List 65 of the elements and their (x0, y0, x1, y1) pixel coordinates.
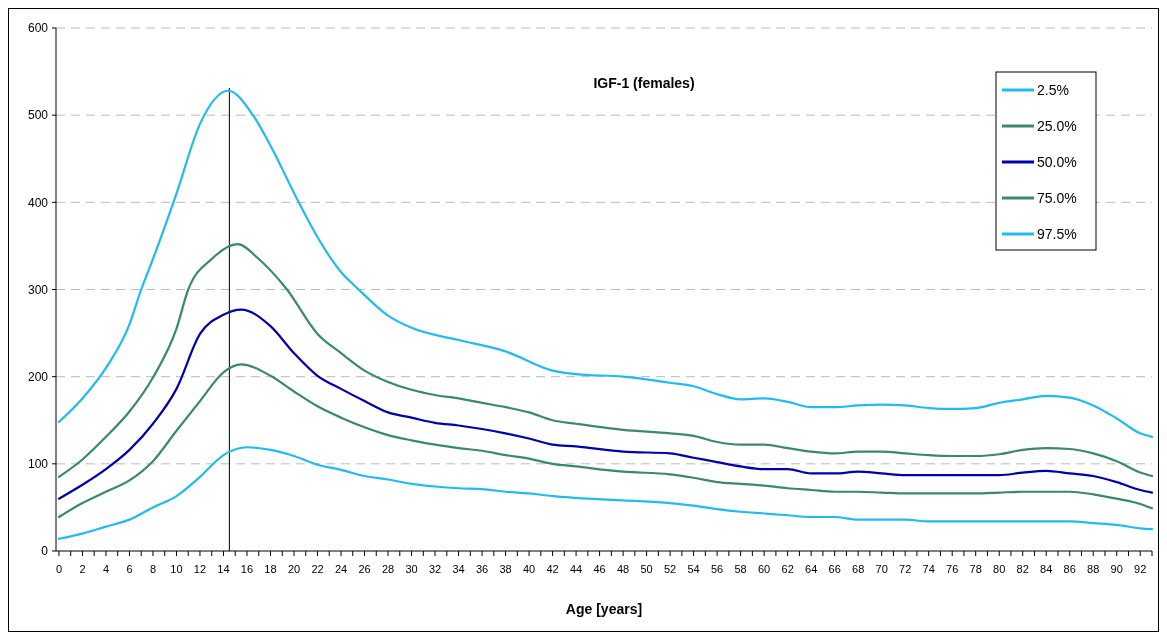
x-tick-label: 80 (993, 563, 1006, 575)
y-tick-label: 0 (41, 544, 49, 559)
x-tick-label: 86 (1063, 563, 1076, 575)
x-tick-label: 48 (616, 563, 630, 575)
x-tick-label: 88 (1087, 563, 1100, 575)
x-tick-label: 30 (405, 563, 418, 575)
x-tick-label: 68 (852, 563, 865, 575)
x-tick-label: 0 (55, 563, 62, 575)
line-series (57, 308, 1154, 500)
x-tick-label: 52 (663, 563, 677, 575)
x-tick-label: 66 (828, 563, 841, 575)
legend-label: 50.0% (1037, 153, 1077, 170)
line-series (57, 243, 1154, 479)
x-tick-label: 6 (126, 563, 133, 575)
x-tick-label: 44 (569, 563, 583, 575)
x-tick-label: 58 (734, 563, 747, 575)
x-tick-label: 92 (1134, 563, 1147, 575)
x-axis-title: Age [years] (565, 601, 643, 617)
x-tick-label: 64 (805, 563, 818, 575)
x-tick-label: 10 (170, 563, 183, 575)
x-tick-label: 82 (1016, 563, 1029, 575)
legend-label: 97.5% (1037, 225, 1077, 242)
x-tick-label: 74 (922, 563, 935, 575)
x-tick-label: 22 (311, 563, 324, 575)
x-tick-label: 20 (287, 563, 301, 575)
x-tick-label: 54 (687, 563, 700, 575)
x-tick-label: 56 (711, 563, 724, 575)
x-tick-label: 90 (1110, 563, 1123, 575)
x-tick-label: 38 (499, 563, 512, 575)
x-tick-label: 42 (546, 563, 559, 575)
line-series (57, 446, 1154, 540)
x-tick-label: 12 (193, 563, 207, 575)
x-tick-label: 26 (358, 563, 371, 575)
line-series (57, 363, 1154, 519)
y-tick-label: 100 (27, 457, 49, 472)
legend-label: 75.0% (1037, 189, 1077, 206)
x-tick-label: 60 (758, 563, 771, 575)
legend-label: 2.5% (1037, 81, 1069, 98)
text: IGF-1 (females) (593, 75, 695, 91)
y-tick-label: 300 (27, 282, 49, 297)
y-tick-label: 500 (27, 108, 49, 123)
x-tick-label: 84 (1040, 563, 1053, 575)
x-tick-label: 76 (946, 563, 959, 575)
x-tick-label: 18 (264, 563, 277, 575)
x-tick-label: 14 (217, 563, 230, 575)
x-tick-label: 62 (781, 563, 794, 575)
x-tick-label: 72 (899, 563, 912, 575)
x-tick-label: 46 (593, 563, 606, 575)
x-tick-label: 36 (475, 563, 489, 575)
y-tick-label: 200 (27, 369, 49, 384)
x-tick-label: 32 (428, 563, 442, 575)
x-tick-label: 24 (334, 563, 348, 575)
y-tick-label: 600 (27, 21, 49, 36)
x-tick-label: 2 (79, 563, 86, 575)
x-tick-label: 8 (149, 563, 157, 575)
legend-label: 25.0% (1037, 117, 1077, 134)
x-tick-label: 4 (102, 563, 110, 575)
x-tick-label: 50 (640, 563, 653, 575)
x-tick-label: 34 (452, 563, 465, 575)
y-tick-label: 400 (27, 195, 49, 210)
x-tick-label: 78 (969, 563, 982, 575)
x-tick-label: 16 (240, 563, 254, 575)
x-tick-label: 28 (381, 563, 395, 575)
x-tick-label: 40 (522, 563, 536, 575)
x-tick-label: 70 (875, 563, 888, 575)
